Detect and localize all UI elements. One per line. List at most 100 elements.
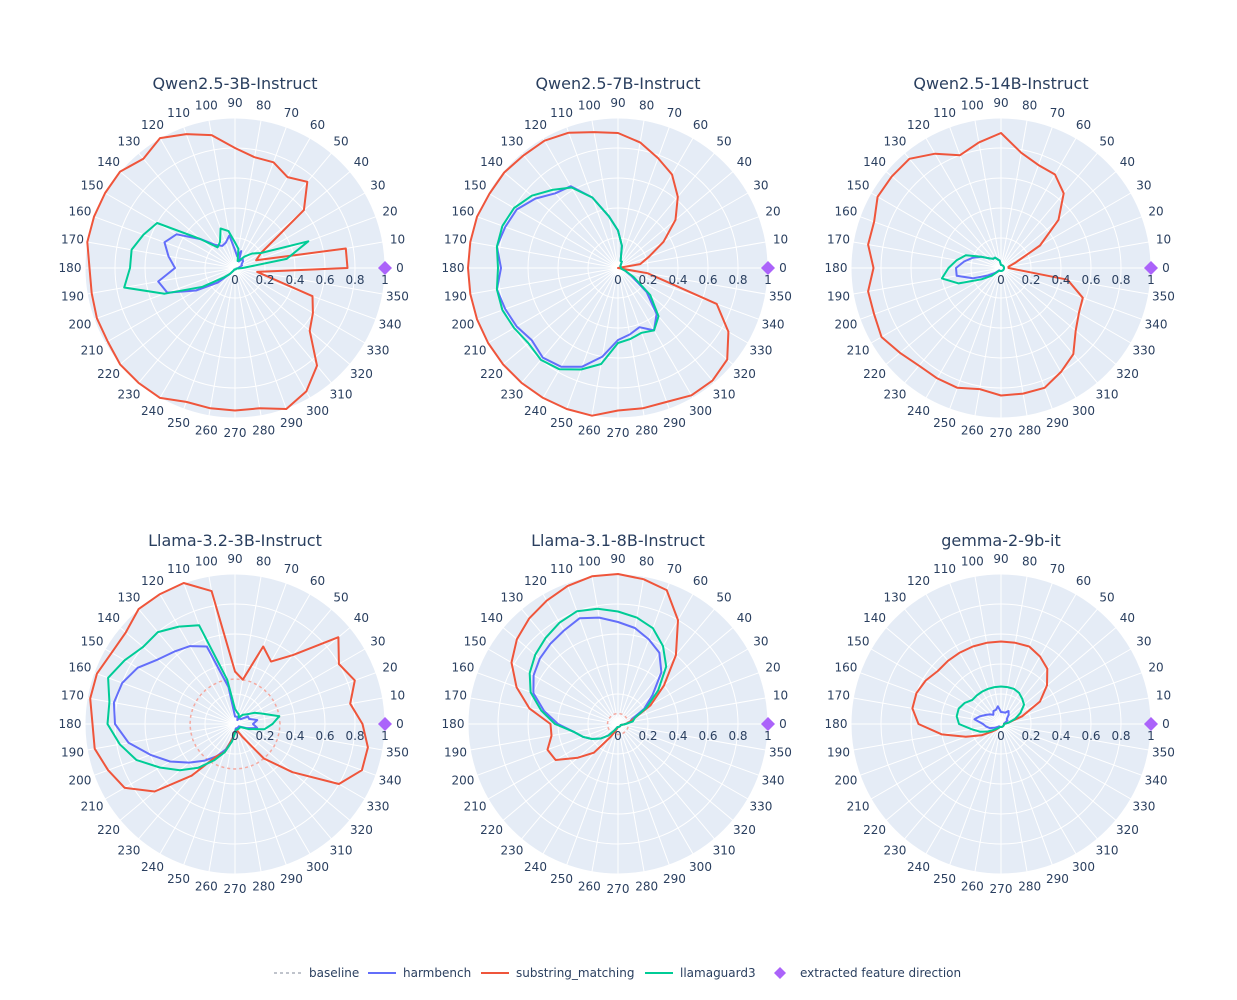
angular-tick-label: 0 xyxy=(779,261,787,275)
radial-tick-label: 1 xyxy=(764,729,772,743)
radial-tick-label: 0.6 xyxy=(1081,273,1100,287)
angular-gridline xyxy=(1000,152,1098,269)
angular-tick-label: 330 xyxy=(749,344,772,358)
angular-gridline xyxy=(591,723,619,872)
angular-tick-label: 320 xyxy=(1116,823,1139,837)
angular-gridline xyxy=(949,582,1002,725)
legend-item-llamaguard3[interactable]: llamaguard3 xyxy=(645,966,756,980)
angular-gridline xyxy=(138,267,236,384)
radial-tick-label: 0.8 xyxy=(1111,729,1130,743)
angular-gridline xyxy=(1000,267,1028,416)
legend-item-substring-matching[interactable]: substring_matching xyxy=(481,966,634,980)
angular-tick-label: 220 xyxy=(480,823,503,837)
radial-tick-label: 0.6 xyxy=(315,273,334,287)
angular-gridline xyxy=(617,723,749,800)
angular-gridline xyxy=(159,723,236,855)
angular-gridline xyxy=(885,723,1002,821)
angular-gridline xyxy=(949,723,1002,866)
angular-gridline xyxy=(234,723,262,872)
angular-tick-label: 230 xyxy=(883,387,906,401)
legend-item-feature-direction[interactable]: extracted feature direction xyxy=(774,966,961,980)
angular-tick-label: 270 xyxy=(607,426,630,440)
radial-tick-label: 1 xyxy=(1147,729,1155,743)
angular-tick-label: 210 xyxy=(847,344,870,358)
angular-tick-label: 240 xyxy=(524,860,547,874)
angular-tick-label: 20 xyxy=(765,661,780,675)
angular-tick-label: 140 xyxy=(480,155,503,169)
angular-tick-label: 40 xyxy=(1120,155,1135,169)
radial-tick-label: 0.8 xyxy=(728,729,747,743)
angular-tick-label: 290 xyxy=(1046,872,1069,886)
angular-tick-label: 0 xyxy=(1162,717,1170,731)
angular-tick-label: 70 xyxy=(667,562,682,576)
panel-title: Qwen2.5-3B-Instruct xyxy=(152,74,317,93)
angular-tick-label: 30 xyxy=(753,635,768,649)
angular-gridline xyxy=(617,723,734,821)
radial-tick-label: 0.2 xyxy=(638,729,657,743)
angular-tick-label: 340 xyxy=(762,317,785,331)
angular-gridline xyxy=(234,137,311,269)
radial-tick-label: 0.4 xyxy=(668,729,687,743)
angular-tick-label: 120 xyxy=(524,574,547,588)
angular-tick-label: 70 xyxy=(1050,562,1065,576)
angular-gridline xyxy=(542,137,619,269)
angular-tick-label: 40 xyxy=(737,155,752,169)
angular-gridline xyxy=(925,593,1002,725)
angular-tick-label: 300 xyxy=(1072,860,1095,874)
legend-item-baseline[interactable]: baseline xyxy=(274,966,359,980)
angular-tick-label: 20 xyxy=(382,205,397,219)
panel-llama-3-2-3b-instruct: 0 0.2 0.4 0.6 0.8 101020304050607080901001101… xyxy=(59,531,409,896)
feature-direction-marker xyxy=(1144,261,1158,275)
angular-gridline xyxy=(234,723,287,866)
angular-tick-label: 240 xyxy=(907,404,930,418)
angular-tick-label: 110 xyxy=(550,562,573,576)
angular-gridline xyxy=(93,672,236,725)
legend-item-harmbench[interactable]: harmbench xyxy=(368,966,471,980)
angular-tick-label: 310 xyxy=(330,387,353,401)
angular-tick-label: 70 xyxy=(1050,106,1065,120)
radial-tick-label: 0.2 xyxy=(638,273,657,287)
radial-tick-label: 0 xyxy=(231,273,239,287)
angular-tick-label: 230 xyxy=(500,843,523,857)
angular-gridline xyxy=(617,723,766,751)
radial-tick-label: 0.6 xyxy=(315,729,334,743)
angular-tick-label: 190 xyxy=(827,290,850,304)
angular-tick-label: 180 xyxy=(825,261,848,275)
angular-gridline xyxy=(949,267,1002,410)
angular-tick-label: 100 xyxy=(195,555,218,569)
angular-tick-label: 250 xyxy=(550,872,573,886)
angular-gridline xyxy=(234,608,332,725)
angular-gridline xyxy=(617,241,766,269)
angular-tick-label: 40 xyxy=(737,611,752,625)
angular-tick-label: 50 xyxy=(716,135,731,149)
angular-tick-label: 230 xyxy=(500,387,523,401)
angular-gridline xyxy=(234,267,332,384)
angular-tick-label: 50 xyxy=(1099,135,1114,149)
angular-gridline xyxy=(617,267,694,399)
angular-tick-label: 280 xyxy=(635,879,658,893)
angular-gridline xyxy=(853,723,1002,751)
angular-gridline xyxy=(1000,723,1053,866)
angular-gridline xyxy=(617,267,734,365)
angular-gridline xyxy=(208,120,236,269)
angular-gridline xyxy=(234,267,287,410)
angular-tick-label: 260 xyxy=(961,879,984,893)
angular-tick-label: 80 xyxy=(639,99,654,113)
angular-tick-label: 130 xyxy=(883,591,906,605)
angular-tick-label: 240 xyxy=(907,860,930,874)
series-line-substring-matching xyxy=(867,132,1084,397)
angular-tick-label: 340 xyxy=(379,317,402,331)
angular-gridline xyxy=(1000,723,1132,800)
angular-tick-label: 130 xyxy=(500,591,523,605)
series-line-llamaguard3 xyxy=(106,624,281,772)
angular-gridline xyxy=(974,576,1002,725)
angular-tick-label: 110 xyxy=(167,562,190,576)
polar-panels: 0 0.2 0.4 0.6 0.8 101020304050607080901001101… xyxy=(59,74,1175,896)
angular-tick-label: 300 xyxy=(306,860,329,874)
angular-gridline xyxy=(566,723,619,866)
series-line-harmbench xyxy=(112,645,259,764)
angular-tick-label: 290 xyxy=(280,416,303,430)
angular-tick-label: 240 xyxy=(141,404,164,418)
feature-direction-marker xyxy=(761,261,775,275)
series-line-substring-matching xyxy=(89,582,369,793)
